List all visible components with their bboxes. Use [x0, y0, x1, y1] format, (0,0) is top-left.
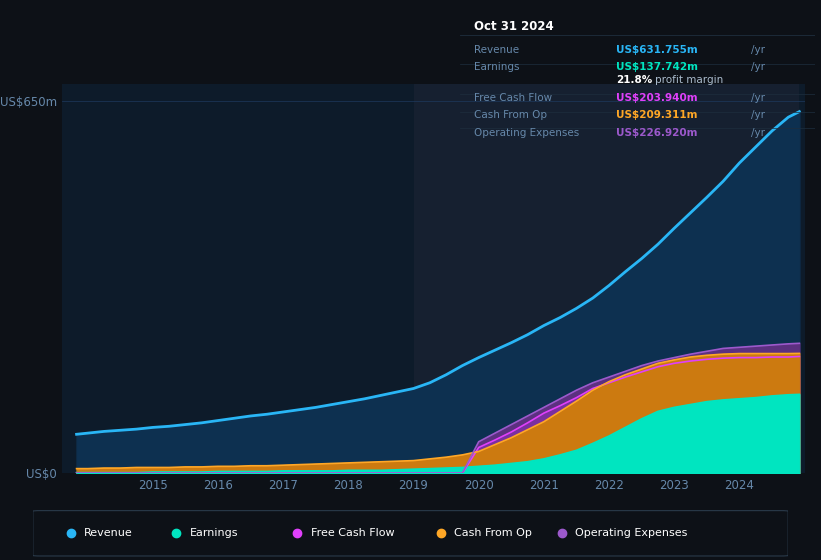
- Text: /yr: /yr: [751, 93, 765, 103]
- Text: /yr: /yr: [751, 45, 765, 55]
- Text: Oct 31 2024: Oct 31 2024: [475, 20, 554, 33]
- Text: Operating Expenses: Operating Expenses: [475, 128, 580, 138]
- Text: Operating Expenses: Operating Expenses: [576, 528, 687, 538]
- Text: Revenue: Revenue: [85, 528, 133, 538]
- Text: US$209.311m: US$209.311m: [617, 110, 698, 119]
- Text: Free Cash Flow: Free Cash Flow: [475, 93, 553, 103]
- Text: US$203.940m: US$203.940m: [617, 93, 698, 103]
- Text: US$137.742m: US$137.742m: [617, 62, 698, 72]
- Text: US$631.755m: US$631.755m: [617, 45, 698, 55]
- Text: Cash From Op: Cash From Op: [454, 528, 532, 538]
- Text: /yr: /yr: [751, 128, 765, 138]
- Text: /yr: /yr: [751, 62, 765, 72]
- Text: profit margin: profit margin: [655, 75, 723, 85]
- Text: 21.8%: 21.8%: [617, 75, 653, 85]
- Text: /yr: /yr: [751, 110, 765, 119]
- Text: Earnings: Earnings: [475, 62, 520, 72]
- Text: US$226.920m: US$226.920m: [617, 128, 698, 138]
- Text: Earnings: Earnings: [190, 528, 238, 538]
- Text: Revenue: Revenue: [475, 45, 520, 55]
- Text: Free Cash Flow: Free Cash Flow: [311, 528, 394, 538]
- Text: Cash From Op: Cash From Op: [475, 110, 548, 119]
- Bar: [414, 84, 800, 473]
